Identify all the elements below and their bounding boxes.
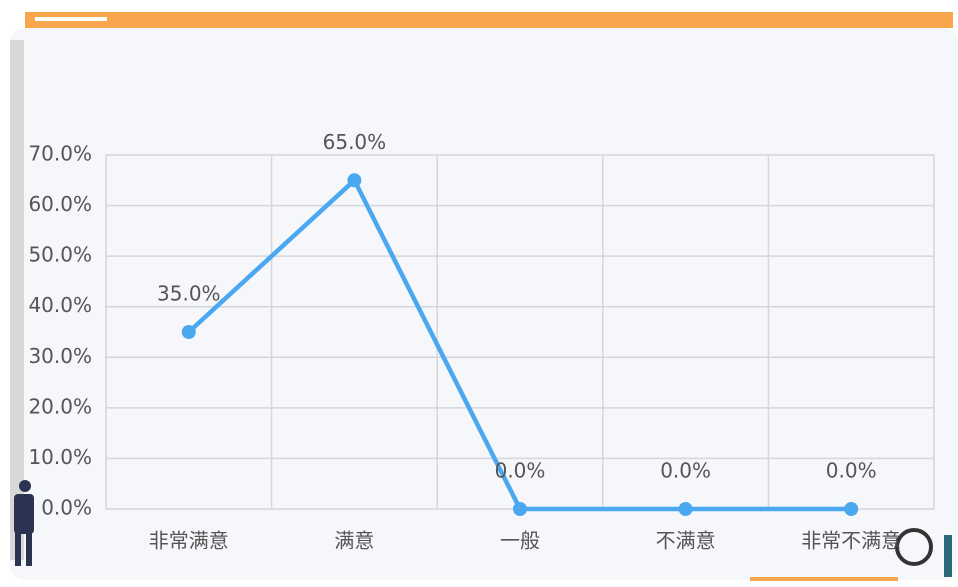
y-tick-label: 70.0% <box>28 142 92 166</box>
y-tick-label: 0.0% <box>41 496 92 520</box>
point <box>347 173 362 188</box>
y-tick-label: 40.0% <box>28 293 92 317</box>
point <box>678 502 693 516</box>
panel-edge <box>10 40 24 560</box>
data-label: 35.0% <box>157 282 221 306</box>
y-tick-label: 60.0% <box>28 192 92 216</box>
data-label: 65.0% <box>323 130 387 154</box>
footer-accent <box>750 577 898 581</box>
point <box>844 502 859 516</box>
point <box>513 502 527 516</box>
panel <box>10 28 958 580</box>
data-label: 0.0% <box>660 459 711 483</box>
y-tick-label: 50.0% <box>28 243 92 267</box>
x-tick-label: 满意 <box>334 529 374 553</box>
magnifier-figure <box>895 528 952 577</box>
y-tick-label: 10.0% <box>28 445 92 469</box>
header-bar <box>25 12 953 28</box>
data-label: 0.0% <box>826 459 877 483</box>
point <box>181 325 196 339</box>
x-tick-label: 一般 <box>500 529 540 553</box>
y-tick-label: 20.0% <box>28 394 92 418</box>
data-label: 0.0% <box>495 459 546 483</box>
person-figure <box>14 480 34 566</box>
x-tick-label: 不满意 <box>656 529 716 553</box>
x-tick-label: 非常满意 <box>149 529 229 553</box>
y-tick-label: 30.0% <box>28 344 92 368</box>
header-accent <box>35 17 107 21</box>
x-tick-label: 非常不满意 <box>801 529 901 553</box>
